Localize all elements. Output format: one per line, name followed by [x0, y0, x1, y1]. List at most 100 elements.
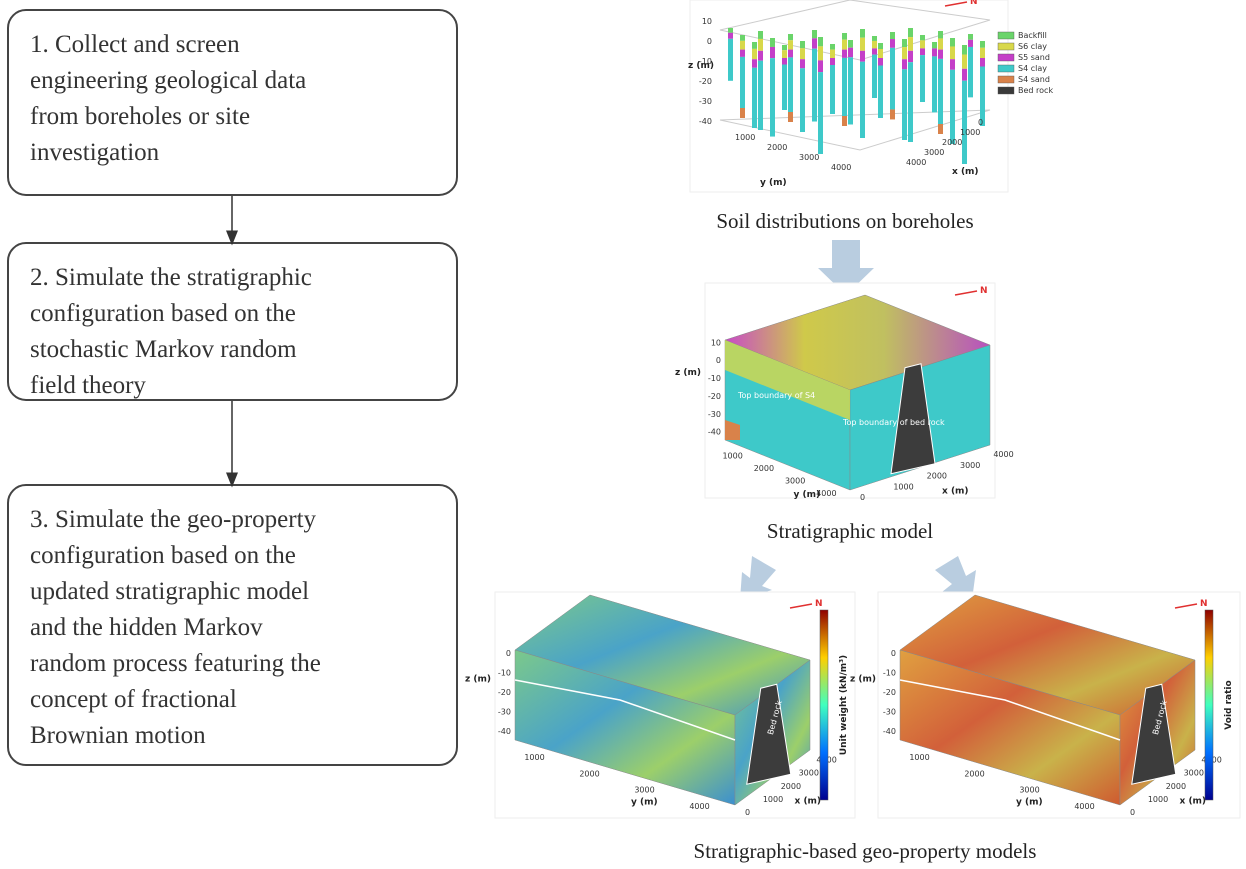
y-tick-label: 3000 [785, 476, 805, 485]
colorbar [820, 610, 828, 800]
x-tick-label: 4000 [906, 158, 926, 167]
borehole-segment [962, 69, 967, 81]
z-tick-label: 0 [891, 649, 896, 658]
x-tick-label: 2000 [942, 138, 962, 147]
y-tick-label: 1000 [524, 753, 544, 762]
z-tick-label: 0 [707, 37, 712, 46]
y-tick-label: 2000 [754, 464, 774, 473]
legend-swatch [998, 43, 1014, 50]
x-tick-label: 4000 [993, 450, 1013, 459]
z-tick-label: -40 [498, 727, 511, 736]
axis-label: z (m) [850, 675, 876, 685]
borehole-segment [902, 59, 907, 69]
step-text: 2. Simulate the stratigraphic [30, 264, 312, 291]
borehole-segment [932, 56, 937, 112]
step-text: configuration based on the [30, 542, 296, 569]
borehole-segment [962, 81, 967, 164]
legend-label: Bed rock [1018, 86, 1053, 95]
borehole-segment [740, 57, 745, 108]
borehole-segment [920, 48, 925, 55]
legend-label: S4 clay [1018, 64, 1047, 73]
borehole-segment [812, 49, 817, 122]
borehole-segment [920, 55, 925, 102]
axis-label: x (m) [952, 167, 979, 177]
borehole-segment [938, 59, 943, 124]
borehole-segment [872, 48, 877, 54]
borehole-segment [920, 40, 925, 48]
step-text: concept of fractional [30, 686, 237, 713]
borehole-segment [968, 34, 973, 40]
borehole-segment [758, 51, 763, 61]
borehole-segment [950, 70, 955, 144]
borehole-segment [830, 44, 835, 50]
borehole-segment [758, 31, 763, 39]
borehole-segment [788, 112, 793, 122]
z-tick-label: -10 [708, 374, 721, 383]
borehole-segment [872, 36, 877, 41]
x-tick-label: 2000 [1166, 782, 1186, 791]
step-text: updated stratigraphic model [30, 578, 309, 605]
borehole-segment [968, 47, 973, 97]
y-tick-label: 3000 [1019, 786, 1039, 795]
borehole-segment [920, 35, 925, 40]
legend-swatch [998, 54, 1014, 61]
borehole-segment [758, 61, 763, 130]
x-tick-label: 1000 [960, 128, 980, 137]
step-text: configuration based on the [30, 300, 296, 327]
borehole-segment [878, 58, 883, 66]
borehole-segment [908, 62, 913, 142]
y-tick-label: 1000 [735, 133, 755, 142]
borehole-segment [908, 37, 913, 51]
borehole-segment [890, 39, 895, 48]
borehole-segment [860, 51, 865, 62]
borehole-segment [800, 48, 805, 59]
z-tick-label: -30 [498, 708, 511, 717]
borehole-segment [950, 38, 955, 46]
borehole-segment [728, 39, 733, 81]
borehole-segment [848, 48, 853, 58]
borehole-segment [800, 68, 805, 132]
borehole-segment [878, 49, 883, 58]
annotation: Top boundary of S4 [737, 391, 815, 400]
y-tick-label: 3000 [634, 786, 654, 795]
z-tick-label: -10 [498, 668, 511, 677]
z-tick-label: -20 [883, 688, 896, 697]
borehole-segment [878, 43, 883, 49]
z-tick-label: -20 [708, 392, 721, 401]
borehole-segment [950, 59, 955, 70]
diagram: 1. Collect and screenengineering geologi… [0, 0, 1246, 869]
borehole-segment [788, 34, 793, 40]
borehole-segment [728, 33, 733, 39]
borehole-segment [938, 38, 943, 49]
borehole-segment [752, 42, 757, 49]
x-tick-label: 1000 [893, 482, 913, 491]
step-text: Brownian motion [30, 722, 206, 749]
x-tick-label: 0 [860, 493, 865, 502]
y-tick-label: 4000 [831, 163, 851, 172]
north-label: N [815, 599, 823, 609]
axis-label: y (m) [631, 798, 658, 808]
borehole-segment [938, 31, 943, 38]
z-tick-label: -30 [883, 708, 896, 717]
z-tick-label: -10 [883, 668, 896, 677]
borehole-segment [740, 50, 745, 57]
borehole-segment [902, 39, 907, 47]
borehole-segment [932, 42, 937, 48]
z-tick-label: -30 [699, 97, 712, 106]
borehole-segment [968, 40, 973, 47]
z-tick-label: -40 [883, 727, 896, 736]
y-tick-label: 1000 [909, 753, 929, 762]
borehole-segment [860, 29, 865, 38]
borehole-segment [980, 48, 985, 58]
borehole-segment [872, 55, 877, 98]
borehole-segment [842, 58, 847, 116]
legend-swatch [998, 87, 1014, 94]
borehole-segment [938, 50, 943, 59]
axis-label: x (m) [795, 797, 822, 807]
step-text: stochastic Markov random [30, 336, 297, 363]
borehole-segment [752, 68, 757, 128]
borehole-segment [800, 41, 805, 48]
colorbar [1205, 610, 1213, 800]
borehole-segment [908, 51, 913, 62]
borehole-segment [878, 66, 883, 119]
